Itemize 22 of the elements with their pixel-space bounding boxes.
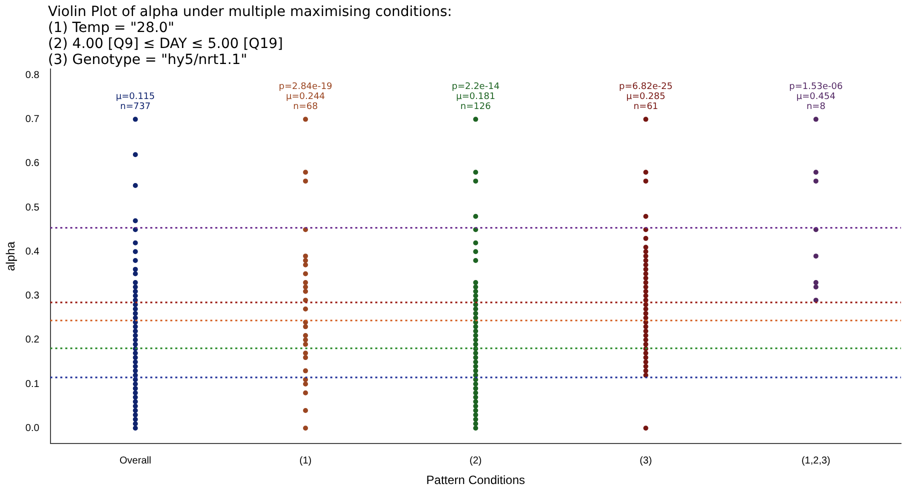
x-axis-title: Pattern Conditions [426, 473, 526, 488]
annotation: μ=0.115 n=737 [116, 92, 155, 112]
y-tick-label: 0.0 [25, 422, 40, 434]
y-tick-label: 0.5 [25, 202, 40, 214]
chart-title: Violin Plot of alpha under multiple maximising conditions: (1) Temp = "28.0" (2) 4.00 [Q9] ≤ DAY ≤ 5.00 [Q19] (3) Genotype = "hy5/nrt1.1" [48, 4, 452, 68]
x-tick-label: (1,2,3) [801, 455, 830, 466]
x-tick-label: (2) [470, 455, 482, 466]
y-tick-label: 0.1 [25, 378, 40, 390]
y-tick-label: 0.2 [25, 334, 40, 346]
x-tick-label: (1) [299, 455, 312, 466]
y-tick-label: 0.8 [25, 70, 40, 81]
y-tick-label: 0.7 [25, 114, 40, 126]
y-tick-label: 0.6 [25, 158, 40, 170]
y-axis-title: alpha [4, 241, 18, 271]
annotation: p=2.84e-19 μ=0.244 n=68 [278, 82, 333, 112]
x-tick-label: (3) [640, 455, 652, 466]
annotation: p=6.82e-25 μ=0.285 n=61 [619, 82, 673, 112]
y-tick-label: 0.4 [25, 246, 40, 258]
x-tick-label: Overall [120, 455, 152, 466]
annotation: p=1.53e-06 μ=0.454 n=8 [789, 82, 843, 112]
annotation: p=2.2e-14 μ=0.181 n=126 [452, 82, 500, 112]
y-tick-label: 0.3 [25, 290, 40, 302]
